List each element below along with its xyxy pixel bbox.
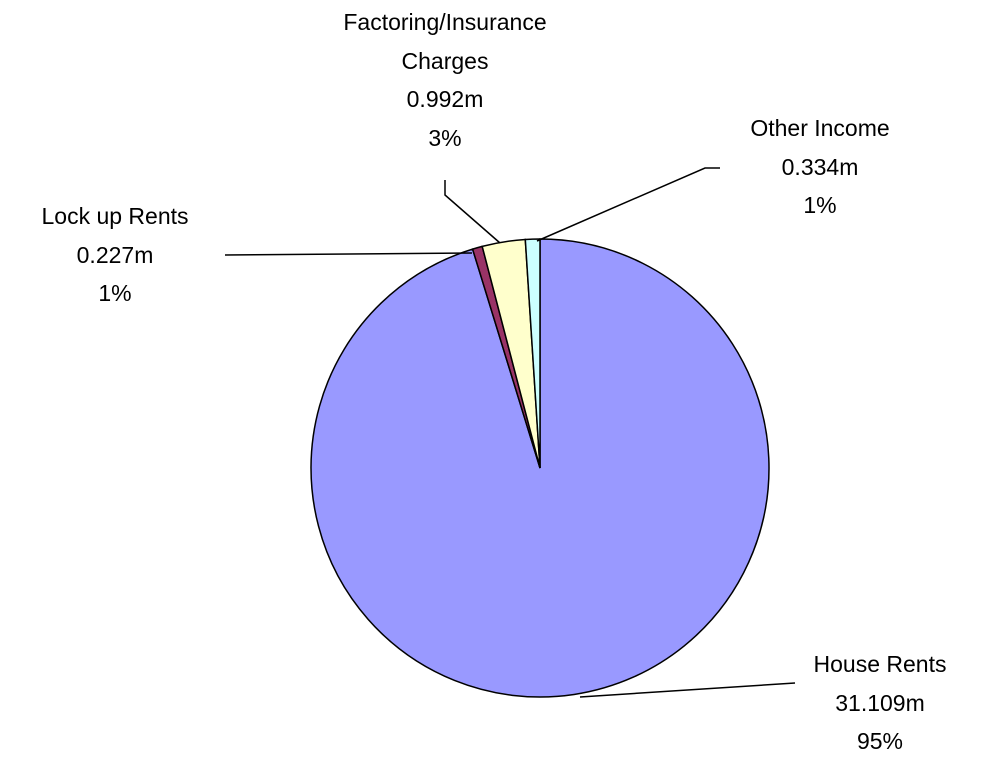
leader-line <box>224 252 473 256</box>
label-percent: 3% <box>428 124 462 151</box>
label-percent: 95% <box>856 728 904 754</box>
label-percent: 1% <box>98 280 132 306</box>
slice-label: Factoring/Insurance Charges 0.992m 3% <box>325 3 565 157</box>
label-name: Factoring/Insurance Charges <box>343 9 547 74</box>
label-name: Lock up Rents <box>41 203 189 229</box>
label-name: Other Income <box>750 115 890 141</box>
slices <box>310 238 770 698</box>
leader-line <box>536 167 720 242</box>
slice-label: Lock up Rents 0.227m 1% <box>0 197 235 313</box>
leader-line <box>444 180 501 244</box>
label-value: 0.992m <box>406 86 484 112</box>
label-percent: 1% <box>803 192 837 218</box>
label-value: 0.334m <box>781 153 859 180</box>
label-value: 0.227m <box>76 241 154 268</box>
label-name: House Rents <box>813 651 947 677</box>
slice-label: House Rents 31.109m 95% <box>760 645 990 761</box>
slice-label: Other Income 0.334m 1% <box>700 109 940 225</box>
leader-line <box>579 682 796 698</box>
label-value: 31.109m <box>835 689 925 716</box>
